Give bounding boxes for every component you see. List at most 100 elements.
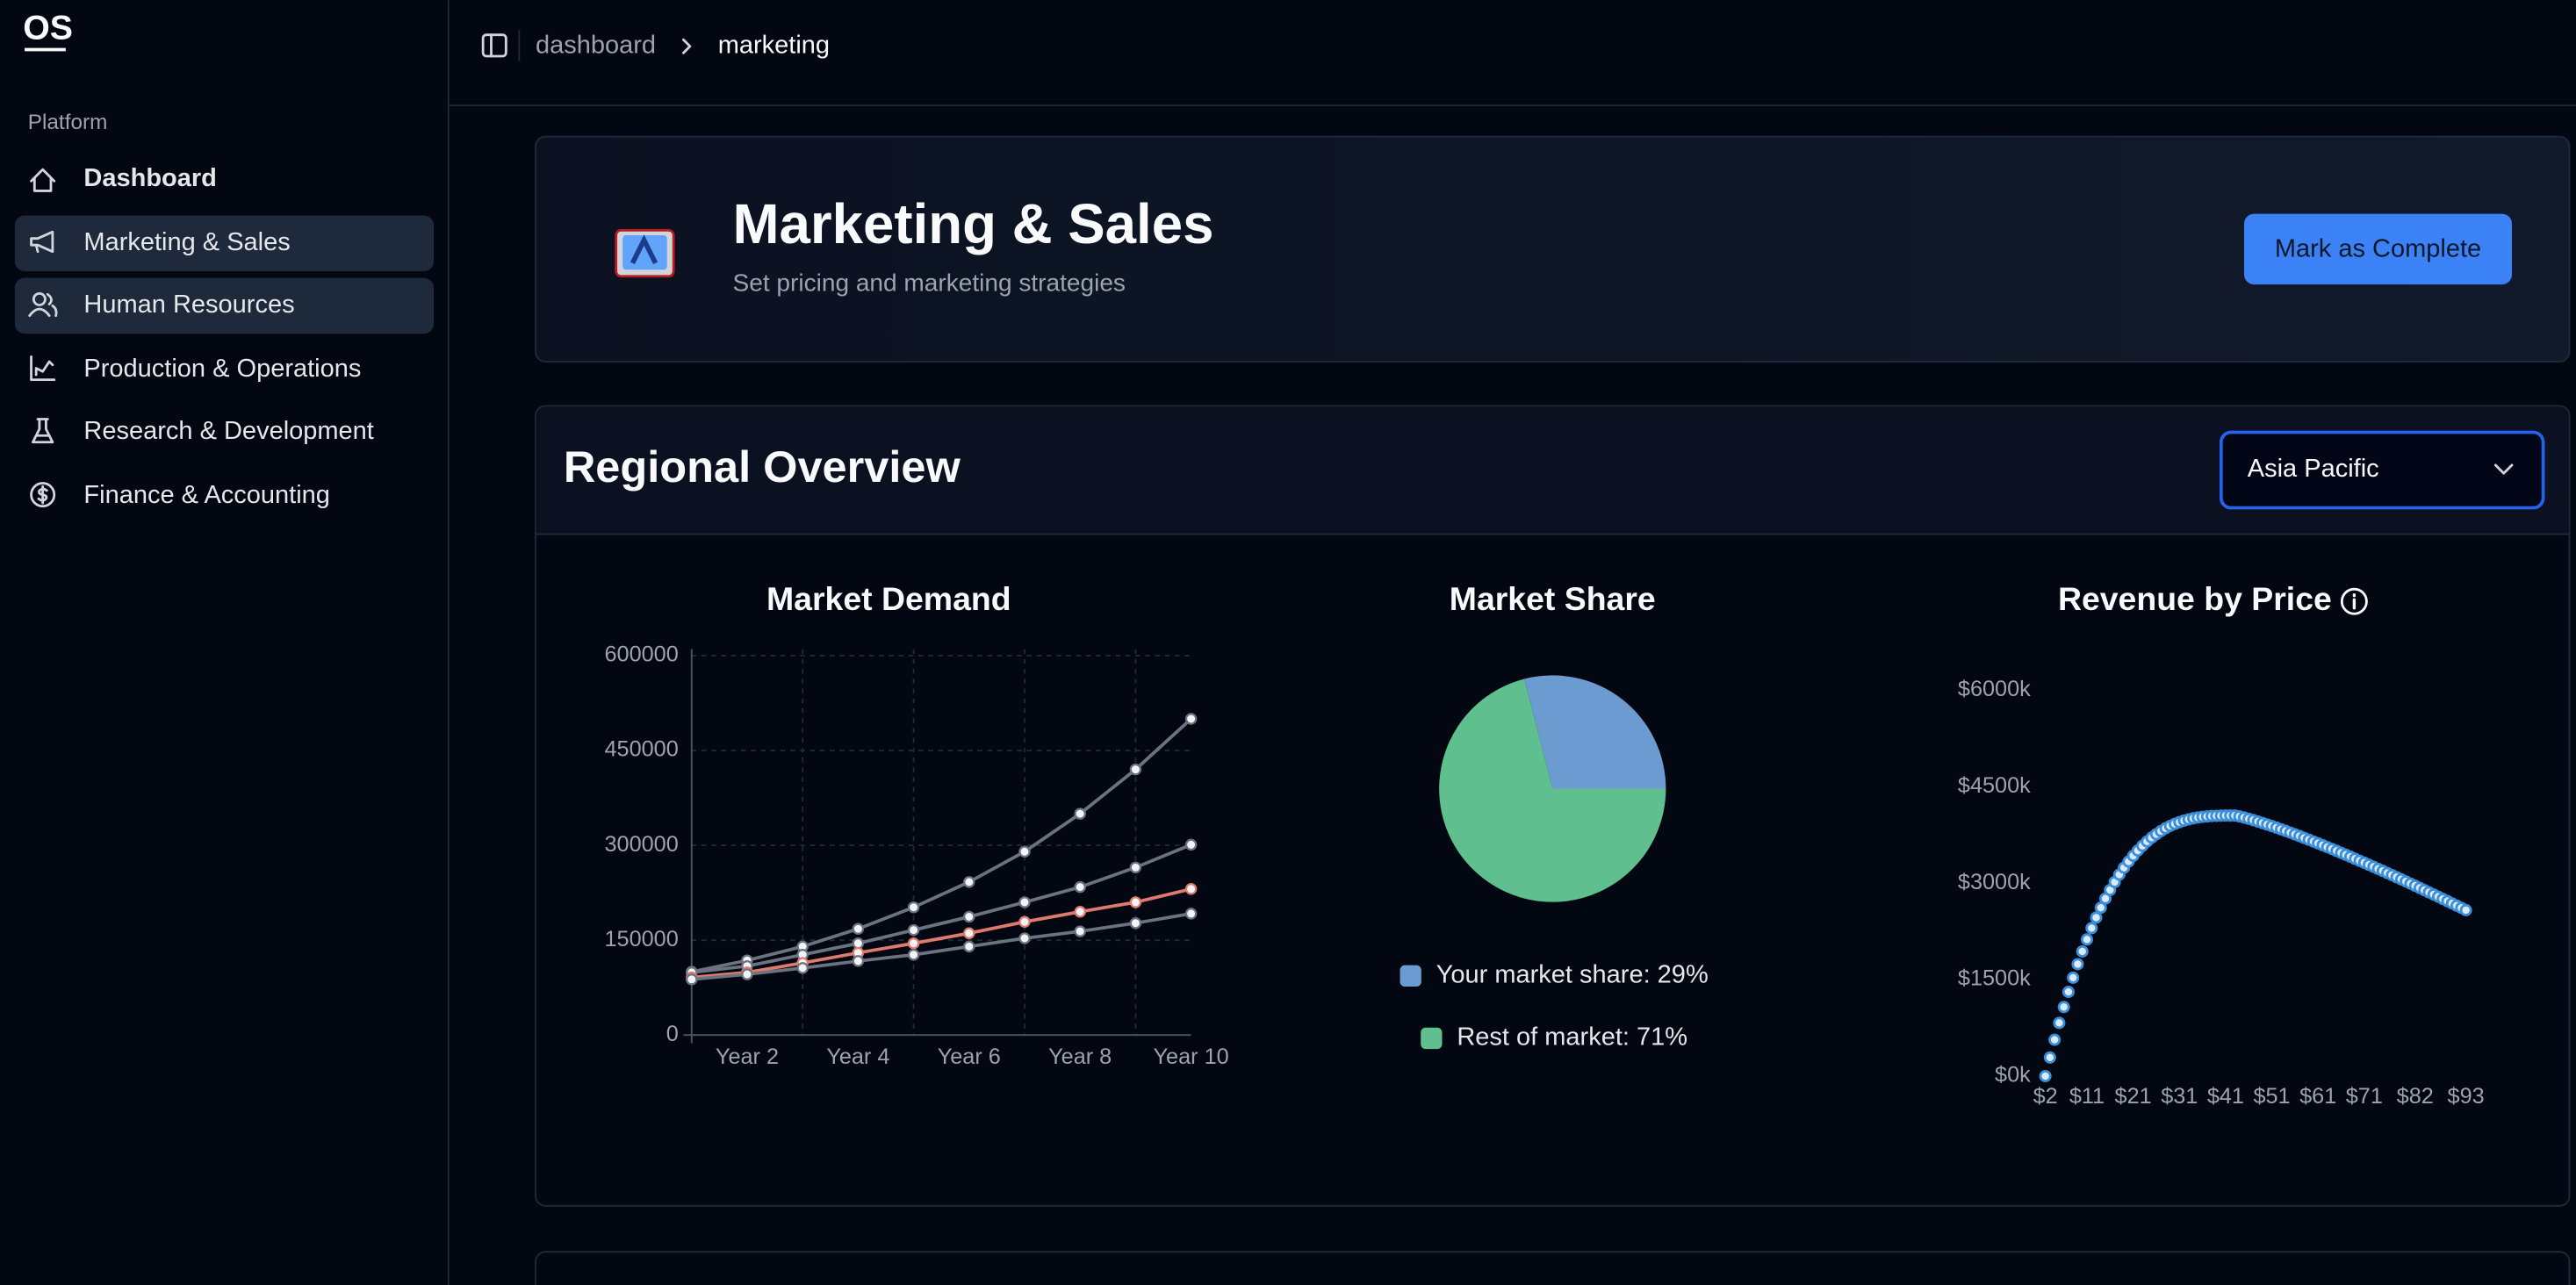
nav-label: Marketing & Sales xyxy=(83,228,290,256)
sidebar: OS Platform Dashboard Marketing & Sales … xyxy=(14,0,450,1285)
nav-label: Research & Development xyxy=(83,417,373,445)
series-line xyxy=(691,717,1192,974)
y-tick-label: $1500k xyxy=(1958,966,2031,991)
series-line xyxy=(691,887,1192,980)
chart-title: Revenue by Price xyxy=(2058,580,2332,617)
x-tick-label: $61 xyxy=(2299,1084,2336,1109)
x-tick-label: $41 xyxy=(2207,1084,2244,1109)
data-point xyxy=(2053,1016,2066,1030)
data-point xyxy=(741,968,753,980)
x-tick-label: Year 6 xyxy=(938,1045,1001,1069)
data-point xyxy=(1018,915,1031,928)
nav-item[interactable]: Research & Development xyxy=(32,417,374,445)
data-point xyxy=(2071,958,2084,971)
nav-hover xyxy=(14,277,434,334)
x-tick-label: Year 2 xyxy=(716,1045,779,1069)
x-tick-label: $93 xyxy=(2448,1084,2485,1109)
info-icon[interactable] xyxy=(2340,587,2368,615)
data-point xyxy=(2067,971,2080,984)
icon-coin xyxy=(30,482,56,508)
data-point xyxy=(1018,896,1031,908)
header-card-bg xyxy=(535,135,2571,363)
icon-dollar xyxy=(37,485,48,505)
section-header-bg xyxy=(536,407,2568,535)
nav-label: Production & Operations xyxy=(83,355,361,383)
y-tick-label: 150000 xyxy=(605,927,679,951)
breadcrumb-current: marketing xyxy=(718,31,830,59)
data-point xyxy=(907,948,920,961)
sidebar-toggle[interactable] xyxy=(481,33,507,58)
region-select[interactable] xyxy=(2219,430,2545,510)
y-tick-label: 0 xyxy=(666,1022,679,1046)
logo: OS xyxy=(23,8,73,47)
data-point xyxy=(2085,922,2098,935)
y-tick-label: $6000k xyxy=(1958,677,2031,701)
complete-button-label: Mark as Complete xyxy=(2275,234,2481,262)
data-point xyxy=(2062,986,2075,999)
data-point xyxy=(2459,903,2472,916)
data-point xyxy=(1018,932,1031,944)
data-point xyxy=(907,901,920,914)
data-point xyxy=(1074,925,1086,937)
data-point xyxy=(1018,845,1031,858)
nav-item[interactable]: Finance & Accounting xyxy=(30,481,330,509)
nav-label: Finance & Accounting xyxy=(83,481,330,509)
data-point xyxy=(852,955,865,967)
nav-item[interactable]: Production & Operations xyxy=(30,355,362,383)
data-point xyxy=(963,910,975,923)
legend-swatch xyxy=(1400,965,1421,987)
data-point xyxy=(1129,896,1142,908)
x-tick-label: $2 xyxy=(2033,1084,2058,1109)
pie-slice xyxy=(1524,675,1666,789)
data-point xyxy=(963,927,975,939)
chart-title: Market Share xyxy=(1450,580,1656,617)
data-point xyxy=(1074,880,1086,894)
x-tick-label: Year 4 xyxy=(826,1045,889,1069)
nav-group: Platform xyxy=(28,111,108,134)
y-tick-label: $3000k xyxy=(1958,870,2031,894)
icon-megaphone xyxy=(30,230,54,254)
series-line xyxy=(691,843,1192,974)
data-point xyxy=(907,923,920,937)
y-tick-label: $4500k xyxy=(1958,773,2031,798)
legend-label: Rest of market: 71% xyxy=(1457,1023,1687,1052)
data-point xyxy=(1184,713,1198,725)
y-tick-label: 450000 xyxy=(605,737,679,762)
charts: 0 150000 300000 450000 600000 Year 2 Year 4 Yea… xyxy=(605,642,2485,1109)
x-tick-label: $21 xyxy=(2115,1084,2152,1109)
data-point xyxy=(2039,1069,2052,1083)
breadcrumb-link[interactable]: dashboard xyxy=(536,31,656,59)
x-tick-label: $71 xyxy=(2346,1084,2383,1109)
chart-title: Market Demand xyxy=(766,580,1011,617)
data-point xyxy=(852,922,865,935)
data-point xyxy=(1074,808,1086,820)
x-tick-label: $82 xyxy=(2397,1084,2434,1109)
data-point xyxy=(1129,763,1142,776)
data-point xyxy=(963,876,975,888)
x-tick-label: Year 10 xyxy=(1154,1045,1229,1069)
data-point xyxy=(2076,944,2089,958)
breadcrumb-chevron xyxy=(682,38,692,54)
data-point xyxy=(2090,911,2103,924)
y-tick-label: $0k xyxy=(1995,1063,2031,1088)
data-point xyxy=(1129,861,1142,874)
legend-swatch xyxy=(1421,1027,1443,1050)
data-point xyxy=(2080,933,2094,946)
region-select-value: Asia Pacific xyxy=(2248,455,2379,483)
data-point xyxy=(963,940,975,953)
nav-item[interactable]: Human Resources xyxy=(28,291,295,319)
data-point xyxy=(852,937,865,950)
header-icon-glyph xyxy=(630,234,658,265)
nav-label: Human Resources xyxy=(83,291,294,319)
page-subtitle: Set pricing and marketing strategies xyxy=(733,269,1126,296)
complete-button[interactable] xyxy=(2244,213,2513,285)
nav-item[interactable]: Dashboard xyxy=(30,164,217,192)
data-point xyxy=(1129,916,1142,930)
nav-item[interactable]: Marketing & Sales xyxy=(30,228,291,256)
data-point xyxy=(2094,901,2107,915)
header-card: Marketing & Sales Set pricing and market… xyxy=(535,135,2571,363)
x-tick-label: $31 xyxy=(2161,1084,2198,1109)
icon-chart xyxy=(30,355,56,382)
